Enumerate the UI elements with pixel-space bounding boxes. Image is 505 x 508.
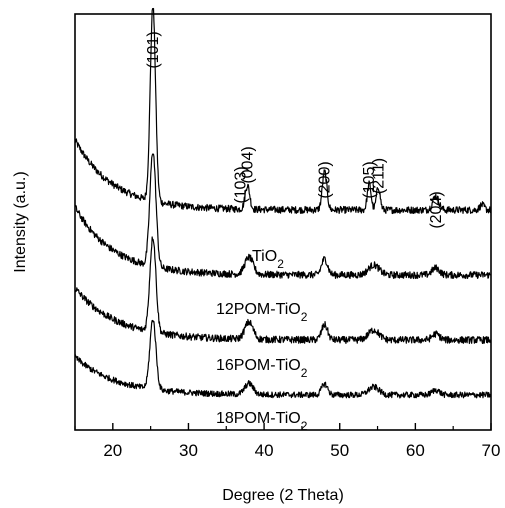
x-tick-label: 50 [330,441,349,460]
x-axis-label: Degree (2 Theta) [222,487,344,504]
series-label: TiO2 [252,248,284,271]
x-tick-label: 20 [103,441,122,460]
series-line-3 [74,236,491,345]
traces [74,7,492,399]
x-ticks: 20 30 40 50 60 70 [74,423,501,460]
peak-label: (200) [317,161,334,198]
plot-frame [74,13,492,431]
series-line-1 [74,7,492,215]
series-labels: TiO2 12POM-TiO2 16POM-TiO2 18POM-TiO2 [216,248,308,433]
peak-label: (004) [240,146,257,183]
x-tick-label: 70 [482,441,501,460]
peak-label: (204) [428,191,445,228]
y-axis-label: Intensity (a.u.) [12,171,29,272]
series-label: 16POM-TiO2 [216,357,308,380]
x-tick-label: 60 [406,441,425,460]
x-tick-label: 30 [179,441,198,460]
peak-label: (103) [233,166,250,203]
peak-labels: (101) (103)(004) (200) (105)(211) (204) [145,31,445,228]
series-line-4 [74,319,492,399]
peak-label: (101) [145,31,162,68]
series-label: 18POM-TiO2 [216,410,308,433]
peak-label: (211) [370,158,387,194]
peak-label: (105) [361,161,378,198]
series-label: 12POM-TiO2 [216,301,308,324]
x-tick-label: 40 [255,441,274,460]
series-line-2 [74,153,491,280]
